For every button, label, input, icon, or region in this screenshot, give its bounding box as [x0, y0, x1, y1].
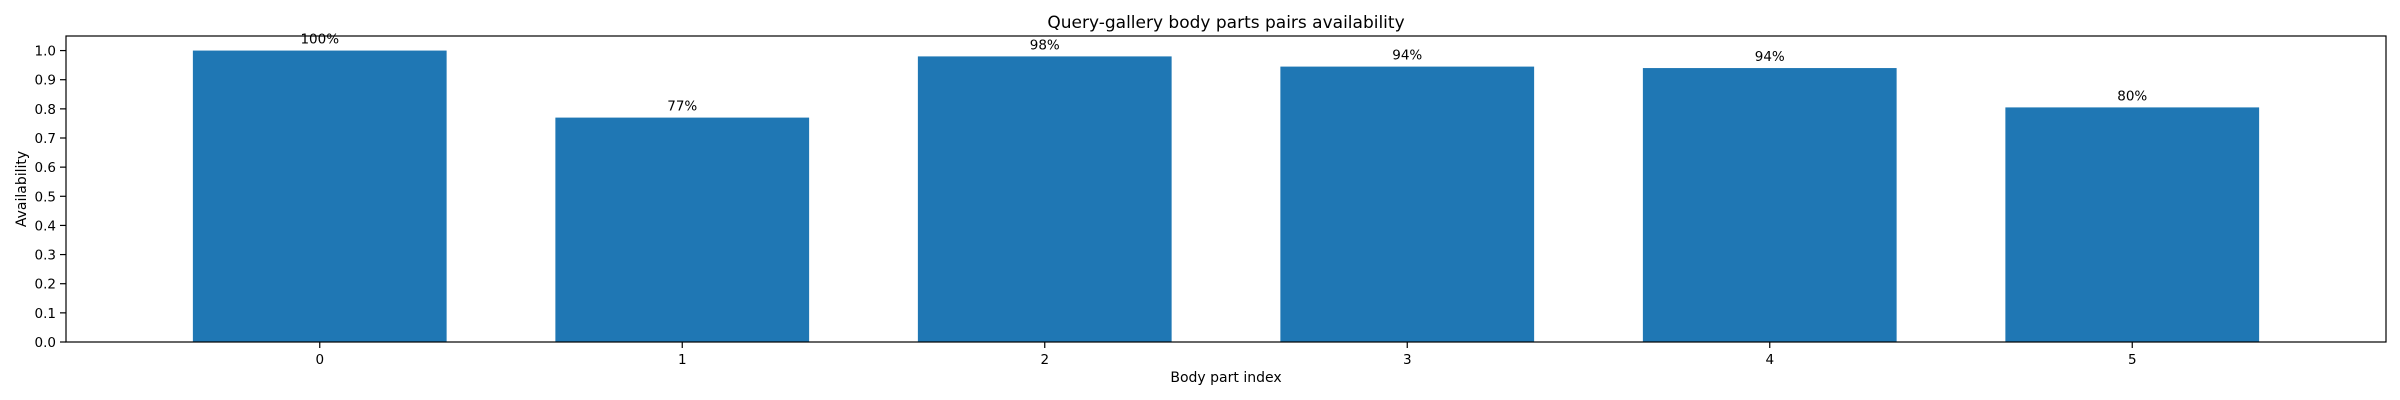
bar-4	[1642, 68, 1897, 343]
chart-title: Query-gallery body parts pairs availabil…	[1047, 13, 1404, 33]
data-label-0: 100%	[300, 32, 339, 48]
bar-3	[1280, 66, 1535, 342]
y-tick-label: 0.9	[35, 73, 56, 89]
x-tick-label-5: 5	[2128, 352, 2137, 368]
bars-layer: 100% 77% 98% 94% 94% 80%	[192, 32, 2260, 343]
x-axis-label: Body part index	[1170, 370, 1281, 386]
bar-5	[2005, 107, 2260, 343]
y-tick-label: 1.0	[35, 44, 56, 60]
plot-frame	[65, 35, 2387, 343]
y-axis-label: Availability	[14, 151, 30, 227]
bar-2	[917, 56, 1172, 343]
y-axis: 0.0 0.1 0.2 0.3 0.4 0.5 0.6 0.7 0.8 0.9 1.0	[35, 44, 66, 351]
bar-0	[192, 50, 447, 342]
y-tick-label: 0.2	[35, 277, 56, 293]
y-tick-label: 0.6	[35, 160, 56, 176]
y-tick-label: 0.0	[35, 335, 56, 351]
bar-1	[555, 117, 810, 342]
x-tick-label-3: 3	[1403, 352, 1412, 368]
y-tick-label: 0.1	[35, 306, 56, 322]
data-label-5: 80%	[2117, 88, 2147, 104]
data-label-4: 94%	[1755, 49, 1785, 65]
y-tick-label: 0.4	[35, 218, 56, 234]
x-tick-label-1: 1	[678, 352, 687, 368]
data-label-1: 77%	[667, 99, 697, 115]
x-tick-label-4: 4	[1765, 352, 1774, 368]
y-tick-label: 0.5	[35, 189, 56, 205]
y-tick-label: 0.7	[35, 131, 56, 147]
data-label-3: 94%	[1392, 48, 1422, 64]
x-tick-label-2: 2	[1040, 352, 1049, 368]
x-axis: 0 1 2 3 4 5	[315, 342, 2137, 368]
y-tick-label: 0.3	[35, 248, 56, 264]
x-tick-label-0: 0	[315, 352, 324, 368]
y-tick-label: 0.8	[35, 102, 56, 118]
data-label-2: 98%	[1030, 37, 1060, 53]
